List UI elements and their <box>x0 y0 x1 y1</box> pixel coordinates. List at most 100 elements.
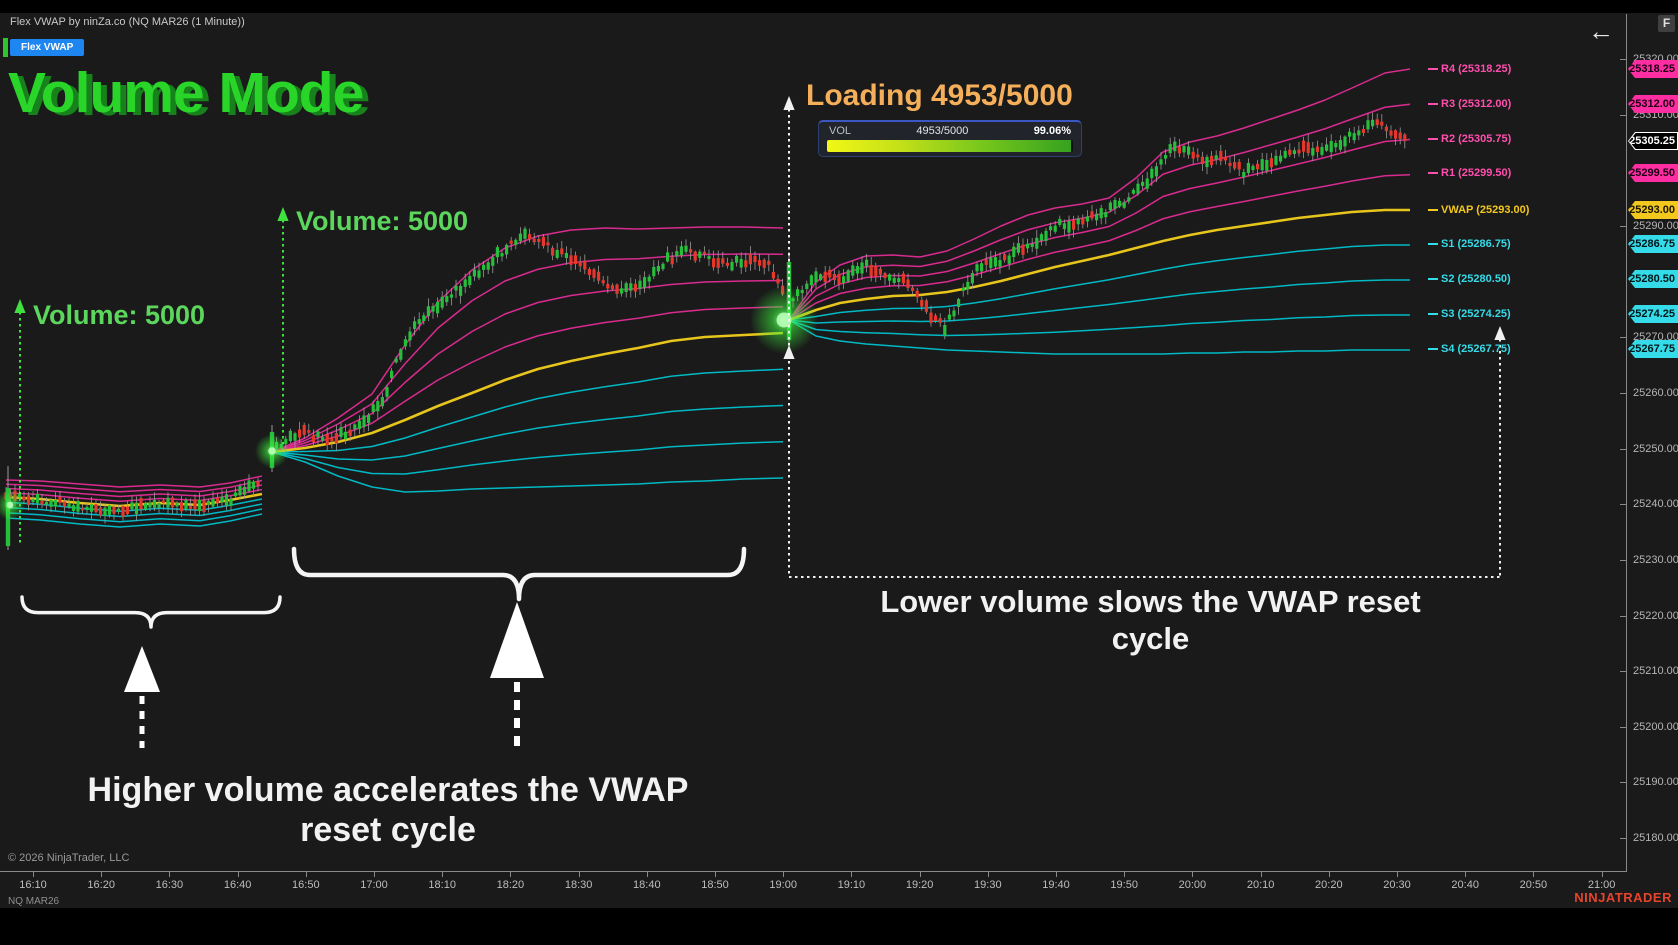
price-axis-tick <box>1620 616 1626 617</box>
time-axis-label: 16:40 <box>223 879 252 891</box>
higher-volume-note-line2: reset cycle <box>300 811 476 849</box>
band-label-leader <box>1428 209 1438 211</box>
time-axis-tick <box>1056 871 1057 877</box>
time-axis-tick <box>1397 871 1398 877</box>
window-bottom-strip <box>0 908 1678 945</box>
time-axis-tick <box>578 871 580 877</box>
band-label-leader <box>1428 172 1438 174</box>
vol-progress-fill <box>827 140 1071 152</box>
band-label-leader <box>1428 103 1438 105</box>
price-axis-label: 25260.00 <box>1633 387 1678 399</box>
headline-volume-mode: Volume Mode <box>8 61 364 125</box>
time-axis-tick <box>237 871 239 877</box>
price-axis-tick <box>1620 671 1626 672</box>
price-axis-tick <box>1620 560 1626 561</box>
time-axis-line <box>0 871 1626 872</box>
time-axis-tick <box>1192 871 1194 877</box>
price-axis-tick <box>1620 782 1626 783</box>
band-price-tag: 25293.00 <box>1628 201 1678 219</box>
time-axis-label: 18:30 <box>564 879 593 891</box>
price-axis-label: 25190.00 <box>1633 776 1678 788</box>
time-axis-label: 18:20 <box>496 879 525 891</box>
price-axis-label: 25220.00 <box>1633 610 1678 622</box>
focus-badge-button[interactable]: F <box>1658 15 1675 32</box>
band-label-leader <box>1428 243 1438 245</box>
time-axis-tick <box>646 871 648 877</box>
price-axis-tick <box>1620 393 1626 394</box>
price-axis-tick <box>1620 449 1626 450</box>
lower-volume-note-line2: cycle <box>1111 621 1190 656</box>
band-level-label: VWAP (25293.00) <box>1428 203 1529 217</box>
band-label-text: R2 (25305.75) <box>1441 133 1512 145</box>
time-axis-label: 19:40 <box>1042 879 1070 891</box>
band-level-label: R4 (25318.25) <box>1428 62 1511 76</box>
price-axis-label: 25230.00 <box>1633 554 1678 566</box>
band-level-label: R1 (25299.50) <box>1428 166 1511 180</box>
price-axis-label: 25290.00 <box>1633 220 1678 232</box>
band-level-label: R3 (25312.00) <box>1428 97 1511 111</box>
band-label-text: R4 (25318.25) <box>1441 63 1512 75</box>
price-axis-tick <box>1620 59 1626 60</box>
band-label-leader <box>1428 313 1438 315</box>
time-axis-tick <box>1465 871 1467 877</box>
indicator-accent-bar <box>3 38 8 57</box>
time-axis-label: 20:20 <box>1315 879 1343 891</box>
band-price-tag: 25267.75 <box>1628 340 1678 358</box>
price-axis-tick <box>1620 838 1626 839</box>
lower-volume-note-line1: Lower volume slows the VWAP reset <box>880 584 1421 619</box>
price-axis-line[interactable] <box>1626 14 1627 872</box>
time-axis-label: 20:30 <box>1383 879 1411 891</box>
band-label-text: S3 (25274.25) <box>1441 308 1511 320</box>
flex-vwap-button[interactable]: Flex VWAP <box>10 39 85 56</box>
time-axis-label: 19:10 <box>837 879 866 891</box>
band-label-leader <box>1428 68 1438 70</box>
copyright-text: © 2026 NinjaTrader, LLC <box>8 852 130 864</box>
time-axis-label: 19:00 <box>769 879 797 891</box>
loading-annotation: Loading 4953/5000 <box>806 79 1073 112</box>
band-level-label: S2 (25280.50) <box>1428 272 1511 286</box>
volume-annotation-1: Volume: 5000 <box>33 300 206 330</box>
instrument-tab[interactable]: NQ MAR26 <box>8 896 60 907</box>
time-axis-tick <box>783 871 785 877</box>
time-axis-tick <box>1533 871 1535 877</box>
time-axis-label: 20:50 <box>1519 879 1548 891</box>
time-axis-label: 16:20 <box>87 879 115 891</box>
price-axis-tick <box>1620 337 1626 338</box>
time-axis-label: 19:50 <box>1110 879 1138 891</box>
band-label-text: R3 (25312.00) <box>1441 98 1512 110</box>
band-label-text: S2 (25280.50) <box>1441 273 1511 285</box>
time-axis-tick <box>987 871 989 877</box>
band-label-leader <box>1428 138 1438 140</box>
band-label-leader <box>1428 348 1438 350</box>
band-level-label: R2 (25305.75) <box>1428 132 1511 146</box>
time-axis-tick <box>1124 871 1126 877</box>
back-arrow-icon[interactable]: ← <box>1588 16 1614 46</box>
price-axis-tick <box>1620 226 1626 227</box>
higher-volume-note: Higher volume accelerates the VWAP reset… <box>38 770 738 850</box>
time-axis-tick <box>715 871 716 877</box>
band-price-tag: 25318.25 <box>1628 60 1678 78</box>
time-axis-tick <box>33 871 34 877</box>
last-price-tag: 25305.25 <box>1628 132 1678 150</box>
time-axis-label: 18:10 <box>428 879 456 891</box>
band-level-label: S1 (25286.75) <box>1428 237 1511 251</box>
time-axis-label: 16:50 <box>292 879 320 891</box>
price-axis-label: 25180.00 <box>1633 832 1678 844</box>
time-axis-tick <box>919 871 921 877</box>
time-axis-label: 16:30 <box>155 879 184 891</box>
vol-panel-label: VOL <box>829 125 852 137</box>
time-axis-label: 20:10 <box>1246 879 1275 891</box>
band-price-tag: 25312.00 <box>1628 95 1678 113</box>
vol-panel-value: 4953/5000 <box>916 125 969 137</box>
band-label-text: S1 (25286.75) <box>1441 238 1511 250</box>
volume-progress-panel: VOL 4953/5000 99.06% <box>818 120 1082 157</box>
price-axis-tick <box>1620 115 1626 116</box>
ninjatrader-logo: NINJATRADER <box>1574 890 1672 905</box>
band-label-text: VWAP (25293.00) <box>1441 204 1530 216</box>
time-axis-label: 20:00 <box>1178 879 1207 891</box>
time-axis-label: 16:10 <box>19 879 47 891</box>
time-axis-tick <box>1328 871 1330 877</box>
band-label-text: R1 (25299.50) <box>1441 167 1512 179</box>
time-axis-label: 18:50 <box>701 879 729 891</box>
